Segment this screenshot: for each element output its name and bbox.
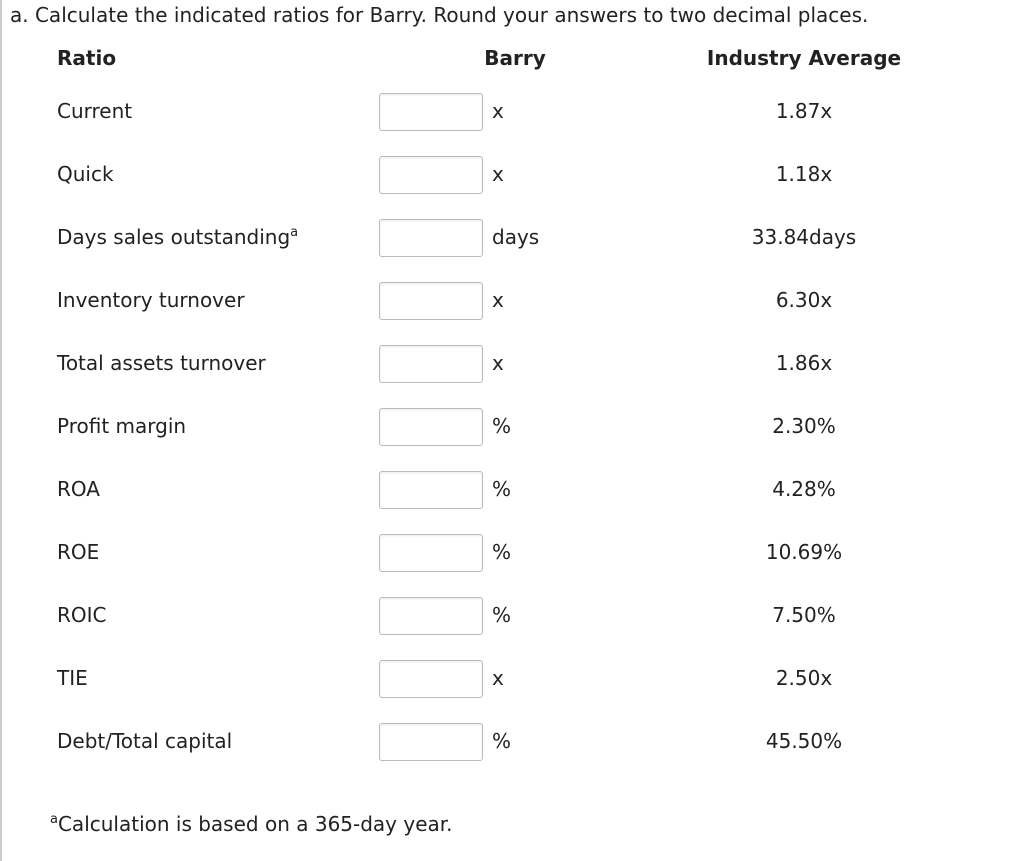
answer-input[interactable] (379, 282, 483, 320)
ratio-label: Quick (57, 162, 114, 186)
unit-label: % (492, 414, 512, 438)
unit-label: % (492, 477, 512, 501)
unit-label: x (492, 99, 504, 123)
industry-value: 33.84days (751, 225, 857, 249)
answer-input[interactable] (379, 597, 483, 635)
ratio-marker: a (290, 225, 299, 240)
ratio-text: Inventory turnover (57, 288, 245, 312)
ratio-label: Days sales outstandinga (57, 225, 298, 249)
unit-label: x (492, 351, 504, 375)
footnote-marker: a (50, 812, 58, 827)
answer-input[interactable] (379, 471, 483, 509)
ratio-label: ROA (57, 477, 100, 501)
industry-value: 2.30% (772, 414, 836, 438)
answer-input[interactable] (379, 723, 483, 761)
industry-value: 1.18x (775, 162, 833, 186)
unit-label: % (492, 729, 512, 753)
unit-label: % (492, 603, 512, 627)
ratio-text: Days sales outstanding (57, 225, 291, 249)
ratio-label: Profit margin (57, 414, 186, 438)
answer-input[interactable] (379, 660, 483, 698)
answer-input[interactable] (379, 345, 483, 383)
industry-value: 7.50% (772, 603, 836, 627)
ratio-label: Inventory turnover (57, 288, 245, 312)
ratio-text: ROIC (57, 603, 107, 627)
footnote-text: Calculation is based on a 365-day year. (57, 812, 453, 836)
footnote: aCalculation is based on a 365-day year. (50, 812, 453, 836)
header-barry: Barry (484, 46, 546, 70)
unit-label: days (492, 225, 540, 249)
ratio-label: Total assets turnover (57, 351, 266, 375)
answer-input[interactable] (379, 534, 483, 572)
answer-input[interactable] (379, 93, 483, 131)
answer-input[interactable] (379, 408, 483, 446)
industry-value: 10.69% (765, 540, 843, 564)
unit-label: % (492, 540, 512, 564)
industry-value: 6.30x (775, 288, 833, 312)
ratio-text: ROA (57, 477, 100, 501)
header-ratio: Ratio (57, 46, 117, 70)
industry-value: 45.50% (765, 729, 843, 753)
unit-label: x (492, 162, 504, 186)
industry-value: 1.87x (775, 99, 833, 123)
ratio-label: ROE (57, 540, 99, 564)
industry-value: 2.50x (775, 666, 833, 690)
ratio-text: Debt/Total capital (57, 729, 233, 753)
question: a. Calculate the indicated ratios for Ba… (10, 3, 869, 27)
ratio-text: ROE (57, 540, 100, 564)
answer-input[interactable] (379, 156, 483, 194)
answer-input[interactable] (379, 219, 483, 257)
ratio-text: Profit margin (57, 414, 187, 438)
ratio-label: Current (57, 99, 132, 123)
ratio-text: Total assets turnover (57, 351, 266, 375)
ratio-text: Quick (57, 162, 114, 186)
ratio-text: Current (57, 99, 133, 123)
industry-value: 4.28% (772, 477, 836, 501)
ratio-text: TIE (57, 666, 88, 690)
unit-label: x (492, 288, 504, 312)
unit-label: x (492, 666, 504, 690)
header-industry: Industry Average (706, 46, 902, 70)
ratio-label: TIE (57, 666, 88, 690)
ratio-label: ROIC (57, 603, 107, 627)
industry-value: 1.86x (775, 351, 833, 375)
ratio-label: Debt/Total capital (57, 729, 232, 753)
